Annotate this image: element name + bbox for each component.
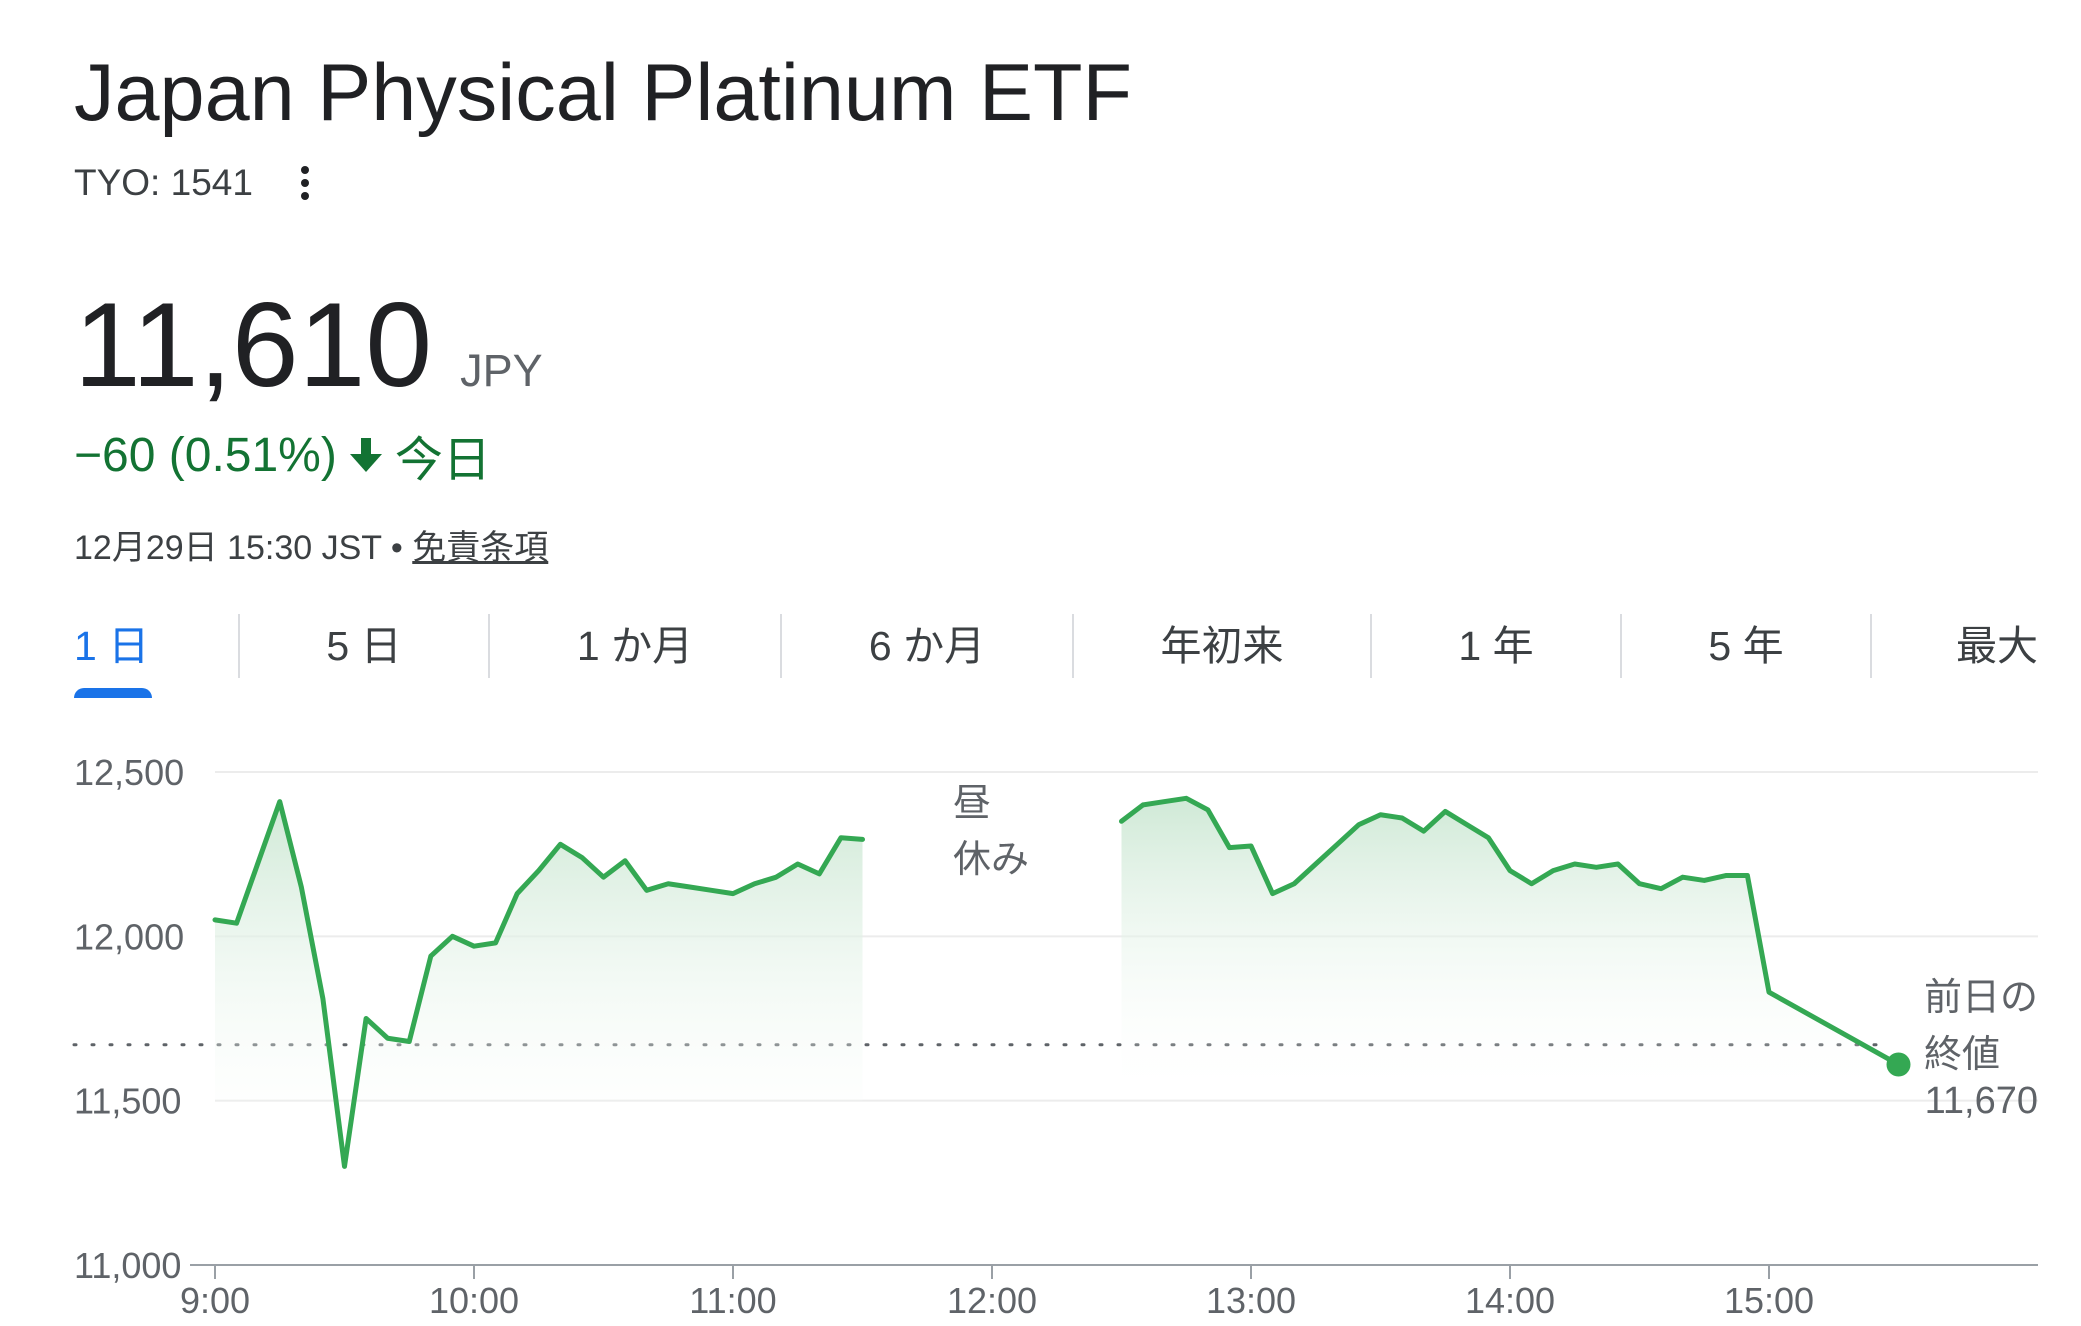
tab-divider <box>780 614 782 678</box>
tab-divider <box>238 614 240 678</box>
current-price-dot <box>1886 1052 1911 1077</box>
tab-divider <box>1370 614 1372 678</box>
y-tick-label: 12,000 <box>74 916 184 957</box>
quote-timestamp: 12月29日 15:30 JST <box>74 529 382 567</box>
prev-close-label: 前日の <box>1924 977 2038 1019</box>
price-change: −60 (0.51%) 今日 <box>74 420 491 490</box>
tab-ytd[interactable]: 年初来 <box>1160 623 1284 669</box>
price-area-fill <box>215 801 863 1167</box>
page-title: Japan Physical Platinum ETF <box>74 48 1132 138</box>
ticker-row: TYO: 1541 <box>74 158 315 208</box>
ticker-symbol: TYO: 1541 <box>74 162 253 203</box>
lunch-break-label: 休み <box>953 839 1029 881</box>
tab-5d[interactable]: 5 日 <box>326 623 402 669</box>
y-tick-label: 12,500 <box>74 752 184 793</box>
quote-meta: 12月29日 15:30 JST • 免責条項 <box>74 520 548 569</box>
x-tick-label: 13:00 <box>1206 1280 1296 1321</box>
price-row: 11,610 JPY <box>74 280 543 410</box>
tab-divider <box>1870 614 1872 678</box>
x-tick-label: 10:00 <box>429 1280 519 1321</box>
lunch-break-label: 昼 <box>953 783 991 825</box>
y-tick-label: 11,500 <box>74 1081 181 1122</box>
x-tick-label: 11:00 <box>689 1280 776 1321</box>
x-tick-label: 15:00 <box>1724 1280 1814 1321</box>
disclaimer-link[interactable]: 免責条項 <box>412 529 549 567</box>
x-tick-label: 14:00 <box>1465 1280 1555 1321</box>
prev-close-value: 11,670 <box>1925 1080 2038 1122</box>
currency-label: JPY <box>460 345 543 396</box>
change-period: 今日 <box>394 434 491 487</box>
tab-1y[interactable]: 1 年 <box>1458 623 1534 669</box>
price-line <box>212 799 865 1169</box>
x-tick-label: 9:00 <box>180 1280 250 1321</box>
tab-1d[interactable]: 1 日 <box>74 623 150 669</box>
price-line <box>1119 795 1901 1068</box>
price-area-fill <box>1121 798 1899 1101</box>
tab-5y[interactable]: 5 年 <box>1708 623 1784 669</box>
meta-separator: • <box>390 529 403 567</box>
tab-6m[interactable]: 6 か月 <box>868 623 986 669</box>
more-vert-icon[interactable] <box>295 161 315 205</box>
current-price: 11,610 <box>74 278 433 412</box>
x-tick-label: 12:00 <box>947 1280 1037 1321</box>
range-tabs: 1 日 5 日 1 か月 6 か月 年初来 1 年 5 年 最大 <box>0 608 2081 698</box>
tab-divider <box>488 614 490 678</box>
active-tab-indicator <box>74 688 152 698</box>
y-tick-label: 11,000 <box>74 1245 181 1286</box>
tab-divider <box>1072 614 1074 678</box>
tab-1m[interactable]: 1 か月 <box>576 623 694 669</box>
arrow-down-icon <box>349 436 383 474</box>
change-value: −60 (0.51%) <box>74 428 337 482</box>
tab-max[interactable]: 最大 <box>1956 623 2038 669</box>
tab-divider <box>1620 614 1622 678</box>
prev-close-label: 終値 <box>1924 1034 2000 1076</box>
